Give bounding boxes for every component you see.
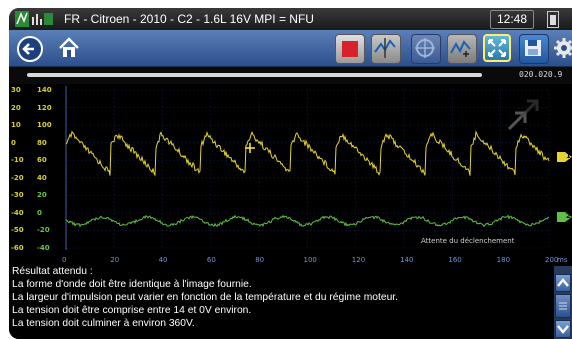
- y-axis-label-ch2: 80: [37, 138, 47, 147]
- result-line: La tension doit culminer à environ 360V.: [12, 318, 195, 329]
- scroll-down-button[interactable]: [555, 320, 571, 338]
- toolbar: [9, 30, 572, 67]
- y-axis-label-ch1: -40: [11, 208, 24, 217]
- scroll-thumb[interactable]: [555, 294, 571, 318]
- x-axis-tick-label: 120: [351, 256, 366, 264]
- cursor-button[interactable]: [411, 34, 441, 64]
- channel-1-marker[interactable]: [557, 152, 572, 162]
- y-axis-label-ch2: 0: [37, 208, 42, 217]
- buffer-position: 020.020.9: [519, 70, 563, 79]
- result-line: La forme d'onde doit être identique à l'…: [12, 279, 252, 290]
- x-axis-tick-label: 0: [62, 256, 67, 264]
- y-axis-label-ch1: -50: [11, 226, 24, 235]
- channel-2-marker[interactable]: [557, 212, 572, 222]
- screen: FR - Citroen - 2010 - C2 - 1.6L 16V MPI …: [9, 8, 572, 339]
- zoom-waveform-icon: [450, 40, 471, 57]
- waveform-plot[interactable]: [9, 84, 572, 264]
- grip-icon: [559, 302, 567, 310]
- trigger-button[interactable]: [371, 34, 401, 64]
- vehicle-title: FR - Citroen - 2010 - C2 - 1.6L 16V MPI …: [64, 12, 314, 26]
- gear-icon: [554, 38, 572, 58]
- result-line: La largeur d'impulsion peut varier en fo…: [12, 292, 399, 303]
- result-line: La tension doit être comprise entre 14 e…: [12, 305, 252, 316]
- x-axis-tick-label: 80: [255, 256, 265, 264]
- y-axis-label-ch1: 20: [11, 103, 21, 112]
- x-axis-tick-label: 40: [158, 256, 168, 264]
- home-button[interactable]: [55, 34, 83, 62]
- back-arrow-icon: [22, 43, 34, 55]
- fit-screen-button[interactable]: [483, 34, 511, 62]
- y-axis-label-ch1: -10: [11, 156, 24, 165]
- scroll-up-button[interactable]: [555, 274, 571, 292]
- chevron-down-icon: [557, 325, 569, 334]
- cursor-crosshair-icon[interactable]: [245, 143, 255, 153]
- zoom-button[interactable]: [447, 34, 477, 64]
- x-axis-tick-label: 20: [110, 256, 120, 264]
- y-axis-label-ch2: 140: [37, 86, 52, 94]
- expand-icon[interactable]: [507, 99, 539, 131]
- clock: 12:48: [490, 10, 534, 29]
- y-axis-label-ch1: 0: [11, 138, 16, 147]
- home-icon: [59, 37, 79, 57]
- settings-button[interactable]: [552, 34, 572, 62]
- trigger-status: Attente du déclenchement: [421, 237, 515, 245]
- fit-screen-icon: [488, 39, 506, 57]
- results-scrollbar[interactable]: [554, 266, 572, 339]
- y-axis-label-ch2: -20: [37, 226, 50, 235]
- buffer-strip: 020.020.9: [9, 67, 572, 84]
- y-axis-label-ch2: 60: [37, 156, 47, 165]
- scope-display: 30 140 20 120 10 100 0 80 -10 60 -20 40 -30 20 -40 0 -50…: [9, 84, 572, 264]
- x-axis-tick-label: 200: [545, 256, 559, 264]
- y-axis-label-ch1: 30: [11, 86, 21, 94]
- app-logo-icon: [15, 11, 53, 27]
- title-bar: FR - Citroen - 2010 - C2 - 1.6L 16V MPI …: [9, 8, 572, 30]
- channel-1-waveform: [65, 130, 550, 177]
- y-axis-label-ch2: 40: [37, 173, 47, 182]
- save-button[interactable]: [519, 34, 549, 64]
- result-line: Résultat attendu :: [12, 266, 93, 277]
- y-axis-label-ch2: 20: [37, 191, 47, 200]
- x-axis-unit: ms: [557, 256, 568, 264]
- y-axis-label-ch2: 100: [37, 121, 52, 130]
- y-axis-label-ch1: -60: [11, 244, 24, 252]
- save-icon: [525, 40, 541, 56]
- x-axis-tick-label: 140: [400, 256, 414, 264]
- y-axis-label-ch2: 120: [37, 103, 52, 112]
- back-button[interactable]: [17, 36, 43, 62]
- stop-button[interactable]: [335, 34, 365, 64]
- y-axis-label-ch1: -20: [11, 173, 24, 182]
- y-axis-label-ch1: -30: [11, 191, 24, 200]
- channel-2-waveform: [65, 214, 550, 228]
- y-axis-label-ch2: -40: [37, 244, 50, 252]
- x-axis-tick-label: 160: [448, 256, 462, 264]
- x-axis-tick-label: 180: [496, 256, 511, 264]
- expected-result-panel: Résultat attendu : La forme d'onde doit …: [9, 266, 554, 339]
- chevron-up-icon: [557, 278, 569, 287]
- battery-icon: [547, 11, 559, 28]
- y-axis-label-ch1: 10: [11, 121, 21, 130]
- trigger-icon: [374, 38, 396, 58]
- x-axis-tick-label: 60: [206, 256, 216, 264]
- buffer-progress-bar[interactable]: [27, 73, 482, 77]
- x-axis-tick-label: 100: [303, 256, 317, 264]
- cursor-icon: [415, 38, 435, 58]
- channel-1-marker-label: 1: [566, 152, 571, 160]
- channel-2-marker-label: 2: [566, 212, 571, 220]
